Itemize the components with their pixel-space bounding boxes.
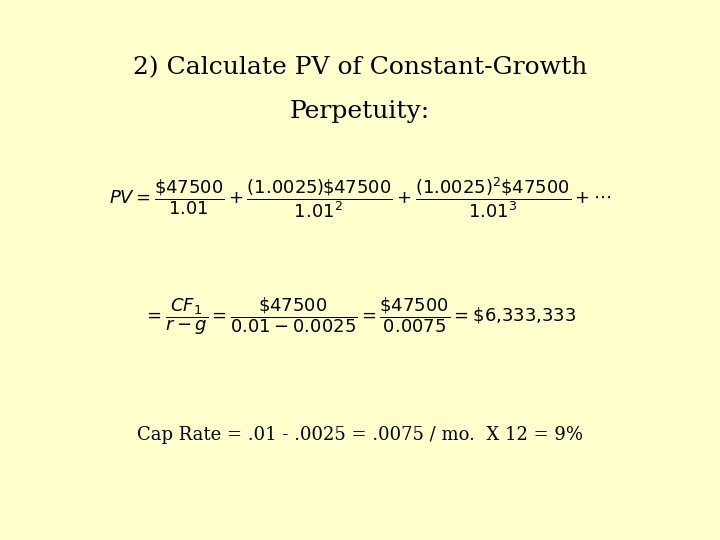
Text: Perpetuity:: Perpetuity: bbox=[290, 100, 430, 123]
Text: Cap Rate = .01 - .0025 = .0075 / mo.  X 12 = 9%: Cap Rate = .01 - .0025 = .0075 / mo. X 1… bbox=[137, 426, 583, 444]
Text: $PV = \dfrac{\$47500}{1.01} + \dfrac{(1.0025)\$47500}{1.01^{2}} + \dfrac{(1.0025: $PV = \dfrac{\$47500}{1.01} + \dfrac{(1.… bbox=[109, 174, 611, 220]
Text: $= \dfrac{CF_1}{r - g} = \dfrac{\$47500}{0.01 - 0.0025} = \dfrac{\$47500}{0.0075: $= \dfrac{CF_1}{r - g} = \dfrac{\$47500}… bbox=[143, 295, 577, 337]
Text: 2) Calculate PV of Constant-Growth: 2) Calculate PV of Constant-Growth bbox=[132, 57, 588, 80]
